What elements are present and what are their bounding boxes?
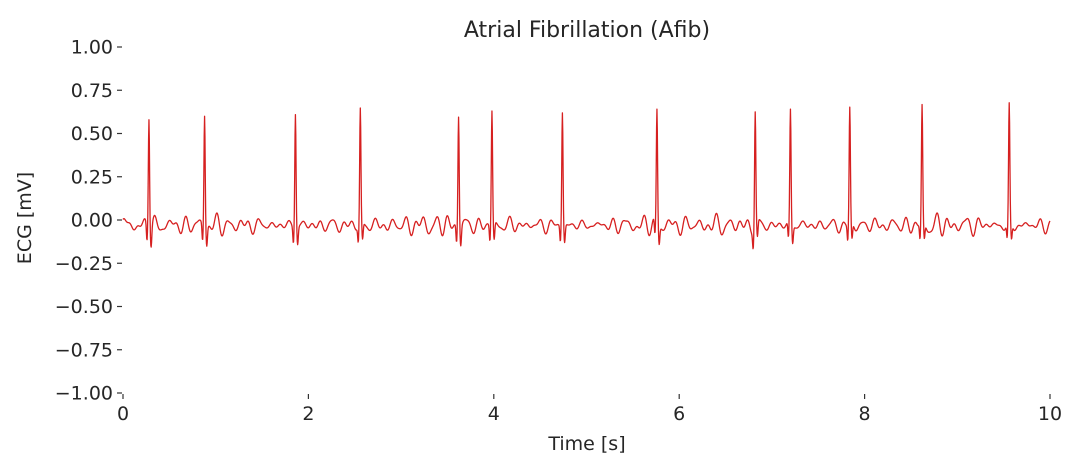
y-tick-label: 0.00: [71, 210, 113, 232]
ecg-signal-line: [122, 102, 1051, 250]
y-tick-label: 0.50: [71, 123, 113, 145]
x-tick-label: 4: [488, 403, 500, 425]
y-tick-label: 0.75: [71, 80, 113, 102]
y-tick-label: −0.25: [55, 253, 113, 275]
y-axis-label: ECG [mV]: [14, 172, 36, 264]
y-tick-label: −1.00: [55, 383, 113, 405]
y-tick-label: 0.25: [71, 166, 113, 188]
chart-title: Atrial Fibrillation (Afib): [464, 18, 710, 43]
x-axis-label: Time [s]: [547, 433, 625, 455]
y-axis: 1.00 0.75 0.50 0.25 0.00 −0.25 −0.50 −0.75 −1.00: [55, 37, 122, 405]
y-tick-label: 1.00: [71, 37, 113, 59]
x-tick-label: 10: [1038, 403, 1062, 425]
x-tick-label: 6: [673, 403, 685, 425]
y-tick-label: −0.50: [55, 296, 113, 318]
y-tick-label: −0.75: [55, 339, 113, 361]
x-axis: 0 2 4 6 8 10: [117, 394, 1062, 425]
x-tick-label: 8: [859, 403, 871, 425]
x-tick-label: 2: [302, 403, 314, 425]
x-tick-label: 0: [117, 403, 129, 425]
